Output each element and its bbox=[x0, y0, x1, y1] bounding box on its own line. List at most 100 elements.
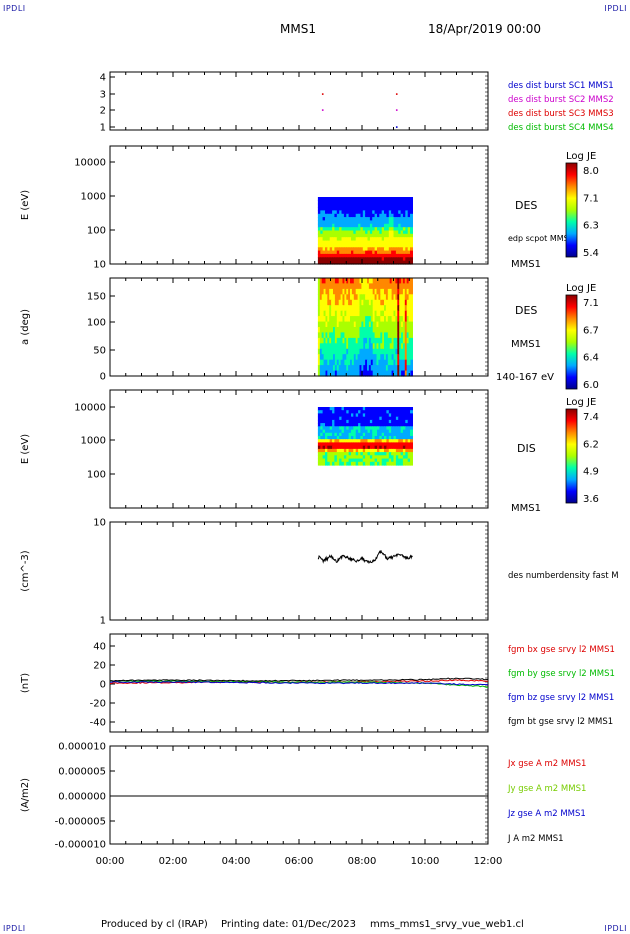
spectrogram-cell bbox=[348, 407, 352, 411]
spectrogram-cell bbox=[393, 426, 397, 431]
spectrogram-cell bbox=[386, 240, 390, 245]
spectrogram-cell bbox=[385, 343, 389, 350]
spectrogram-cell bbox=[365, 445, 369, 450]
spectrogram-cell bbox=[402, 243, 406, 248]
spectrogram-cell bbox=[376, 310, 379, 317]
spectrogram-cell bbox=[381, 213, 385, 218]
spectrogram-cell bbox=[327, 365, 330, 372]
spectrogram-cell bbox=[329, 220, 333, 225]
spectrogram-cell bbox=[398, 200, 402, 205]
spectrogram-cell bbox=[336, 288, 340, 295]
spectrogram-cell bbox=[340, 354, 344, 361]
spectrogram-cell bbox=[343, 200, 347, 205]
spectrogram-cell bbox=[372, 419, 376, 424]
spectrogram-cell bbox=[380, 348, 383, 355]
spectrogram-cell bbox=[410, 407, 413, 411]
spectrogram-cell bbox=[317, 365, 321, 372]
spectrogram-cell bbox=[355, 458, 359, 463]
spectrogram-cell bbox=[391, 348, 395, 355]
spectrogram-cell bbox=[382, 321, 385, 328]
spectrogram-cell bbox=[365, 416, 369, 421]
spectrogram-cell bbox=[353, 305, 357, 312]
spectrogram-cell bbox=[407, 429, 411, 434]
spectrogram-cell bbox=[327, 278, 330, 284]
spectrogram-cell bbox=[325, 359, 328, 366]
spectrogram-cell bbox=[374, 452, 378, 456]
spectrogram-cell bbox=[320, 210, 324, 215]
spectrogram-cell bbox=[322, 230, 326, 235]
spectrogram-cell bbox=[405, 200, 409, 205]
spectrogram-cell bbox=[402, 448, 406, 453]
spectrogram-cell bbox=[338, 327, 342, 333]
spectrogram-cell bbox=[401, 321, 404, 328]
spectrogram-cell bbox=[389, 278, 393, 284]
y-tick-label: 10000 bbox=[74, 158, 106, 169]
spectrogram-cell bbox=[365, 257, 369, 262]
spectrogram-cell bbox=[358, 253, 362, 258]
spectrogram-cell bbox=[351, 253, 354, 258]
spectrogram-cell bbox=[387, 299, 391, 306]
spectrogram-cell bbox=[317, 220, 321, 225]
spectrogram-cell bbox=[362, 213, 366, 218]
spectrogram-cell bbox=[395, 321, 398, 328]
spectrogram-cell bbox=[372, 354, 376, 361]
spectrogram-cell bbox=[327, 461, 331, 466]
spectrogram-cell bbox=[398, 237, 402, 242]
spectrogram-cell bbox=[368, 343, 372, 350]
spectrogram-cell bbox=[374, 257, 378, 262]
spectrogram-cell bbox=[341, 461, 345, 466]
spectrogram-cell bbox=[378, 294, 381, 301]
spectrogram-cell bbox=[359, 305, 362, 312]
spectrogram-cell bbox=[344, 365, 347, 372]
spectrogram-cell bbox=[361, 305, 364, 312]
y-tick-label: -0.000010 bbox=[55, 840, 106, 851]
spectrogram-cell bbox=[376, 348, 379, 355]
spectrogram-cell bbox=[360, 250, 364, 255]
spectrogram-cell bbox=[393, 439, 397, 443]
spectrogram-cell bbox=[393, 436, 397, 440]
spectrogram-cell bbox=[362, 455, 366, 460]
spectrogram-cell bbox=[398, 207, 402, 212]
spectrogram-cell bbox=[410, 257, 413, 262]
spectrogram-cell bbox=[395, 278, 398, 284]
spectrogram-cell bbox=[407, 407, 411, 411]
spectrogram-cell bbox=[372, 442, 376, 447]
spectrogram-cell bbox=[374, 197, 378, 201]
spectrogram-cell bbox=[367, 299, 370, 306]
spectrogram-cell bbox=[372, 416, 376, 421]
spectrogram-cell bbox=[405, 250, 409, 255]
spectrogram-cell bbox=[360, 452, 364, 456]
spectrogram-cell bbox=[405, 227, 409, 232]
spectrogram-cell bbox=[365, 203, 369, 208]
spectrogram-cell bbox=[399, 337, 402, 344]
spectrogram-cell bbox=[374, 426, 378, 431]
spectrogram-cell bbox=[369, 452, 373, 456]
spectrogram-cell bbox=[388, 230, 392, 235]
spectrogram-cell bbox=[348, 257, 352, 262]
spectrogram-cell bbox=[322, 243, 326, 248]
spectrogram-cell bbox=[358, 223, 362, 228]
spectrogram-cell bbox=[391, 429, 395, 434]
spectrogram-cell bbox=[334, 260, 338, 265]
spectrogram-cell bbox=[329, 257, 333, 262]
spectrogram-cell bbox=[404, 288, 408, 295]
spectrogram-cell bbox=[379, 233, 383, 238]
spectrogram-cell bbox=[334, 283, 338, 290]
spectrogram-cell bbox=[343, 220, 347, 225]
spectrogram-cell bbox=[369, 227, 373, 232]
spectrogram-cell bbox=[336, 316, 340, 323]
spectrogram-cell bbox=[355, 321, 359, 328]
spectrogram-cell bbox=[386, 227, 390, 232]
spectrogram-cell bbox=[377, 257, 380, 262]
spectrogram-cell bbox=[355, 442, 359, 447]
spectrogram-cell bbox=[395, 452, 399, 456]
spectrogram-cell bbox=[381, 461, 385, 466]
spectrogram-cell bbox=[360, 426, 364, 431]
spectrogram-cell bbox=[367, 423, 371, 427]
spectrogram-cell bbox=[410, 227, 413, 232]
colorbar-tick-label: 7.4 bbox=[583, 412, 599, 423]
spectrogram-cell bbox=[374, 250, 378, 255]
spectrogram-cell bbox=[402, 337, 406, 344]
spectrogram-cell bbox=[351, 207, 354, 212]
spectrogram-cell bbox=[374, 283, 378, 290]
